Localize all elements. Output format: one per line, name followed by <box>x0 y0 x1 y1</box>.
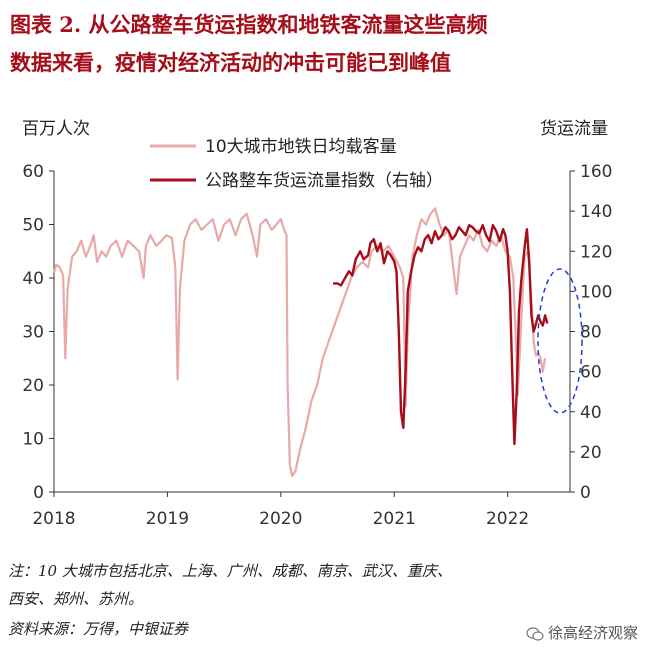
right-tick-label: 100 <box>580 282 612 302</box>
right-tick-label: 80 <box>580 323 602 343</box>
right-tick-label: 20 <box>580 443 602 463</box>
x-tick-label: 2018 <box>32 509 75 529</box>
left-tick-label: 30 <box>22 323 44 343</box>
series-lines <box>52 207 549 477</box>
right-tick-label: 0 <box>580 483 591 503</box>
x-axis-ticks: 2018 2019 2020 2021 2022 <box>32 492 529 529</box>
legend-label-subway: 10大城市地铁日均载客量 <box>205 137 397 157</box>
legend: 10大城市地铁日均载客量 公路整车货运流量指数（右轴） <box>150 137 443 191</box>
footnote-line-1: 注：10 大城市包括北京、上海、广州、成都、南京、武汉、重庆、 <box>8 562 452 580</box>
legend-label-freight: 公路整车货运流量指数（右轴） <box>205 171 443 191</box>
series-line-subway <box>52 207 547 477</box>
right-axis-unit: 货运流量 <box>540 119 608 139</box>
right-tick-label: 60 <box>580 363 602 383</box>
highlight-ellipse <box>537 268 583 414</box>
title-line-2: 数据来看，疫情对经济活动的冲击可能已到峰值 <box>10 50 451 75</box>
source-note: 资料来源：万得，中银证券 <box>8 620 189 638</box>
chart-title: 图表 2. 从公路整车货运指数和地铁客流量这些高频 数据来看，疫情对经济活动的冲… <box>10 6 640 82</box>
footnote-line-2: 西安、郑州、苏州。 <box>8 590 144 608</box>
title-line-1: 图表 2. 从公路整车货运指数和地铁客流量这些高频 <box>10 12 488 37</box>
chart-canvas: 百万人次 货运流量 0 10 20 30 40 50 60 0 20 40 60 80 100 120 1… <box>22 119 612 529</box>
left-tick-label: 50 <box>22 216 44 236</box>
right-tick-label: 40 <box>580 403 602 423</box>
right-axis-ticks: 0 20 40 60 80 100 120 140 160 <box>570 162 612 503</box>
left-tick-label: 60 <box>22 162 44 182</box>
left-tick-label: 0 <box>33 483 44 503</box>
watermark-text: 徐高经济观察 <box>547 624 638 642</box>
left-axis-ticks: 0 10 20 30 40 50 60 <box>22 162 54 503</box>
right-tick-label: 140 <box>580 202 612 222</box>
series-line-freight <box>333 224 549 446</box>
watermark: 徐高经济观察 <box>526 622 638 643</box>
right-tick-label: 160 <box>580 162 612 182</box>
wechat-icon <box>526 626 544 641</box>
plot-frame <box>53 171 571 493</box>
right-tick-label: 120 <box>580 242 612 262</box>
left-axis-unit: 百万人次 <box>22 119 90 139</box>
x-tick-label: 2019 <box>146 509 189 529</box>
x-tick-label: 2021 <box>373 509 416 529</box>
left-tick-label: 10 <box>22 430 44 450</box>
left-tick-label: 40 <box>22 269 44 289</box>
left-tick-label: 20 <box>22 376 44 396</box>
x-tick-label: 2022 <box>486 509 529 529</box>
x-tick-label: 2020 <box>259 509 302 529</box>
